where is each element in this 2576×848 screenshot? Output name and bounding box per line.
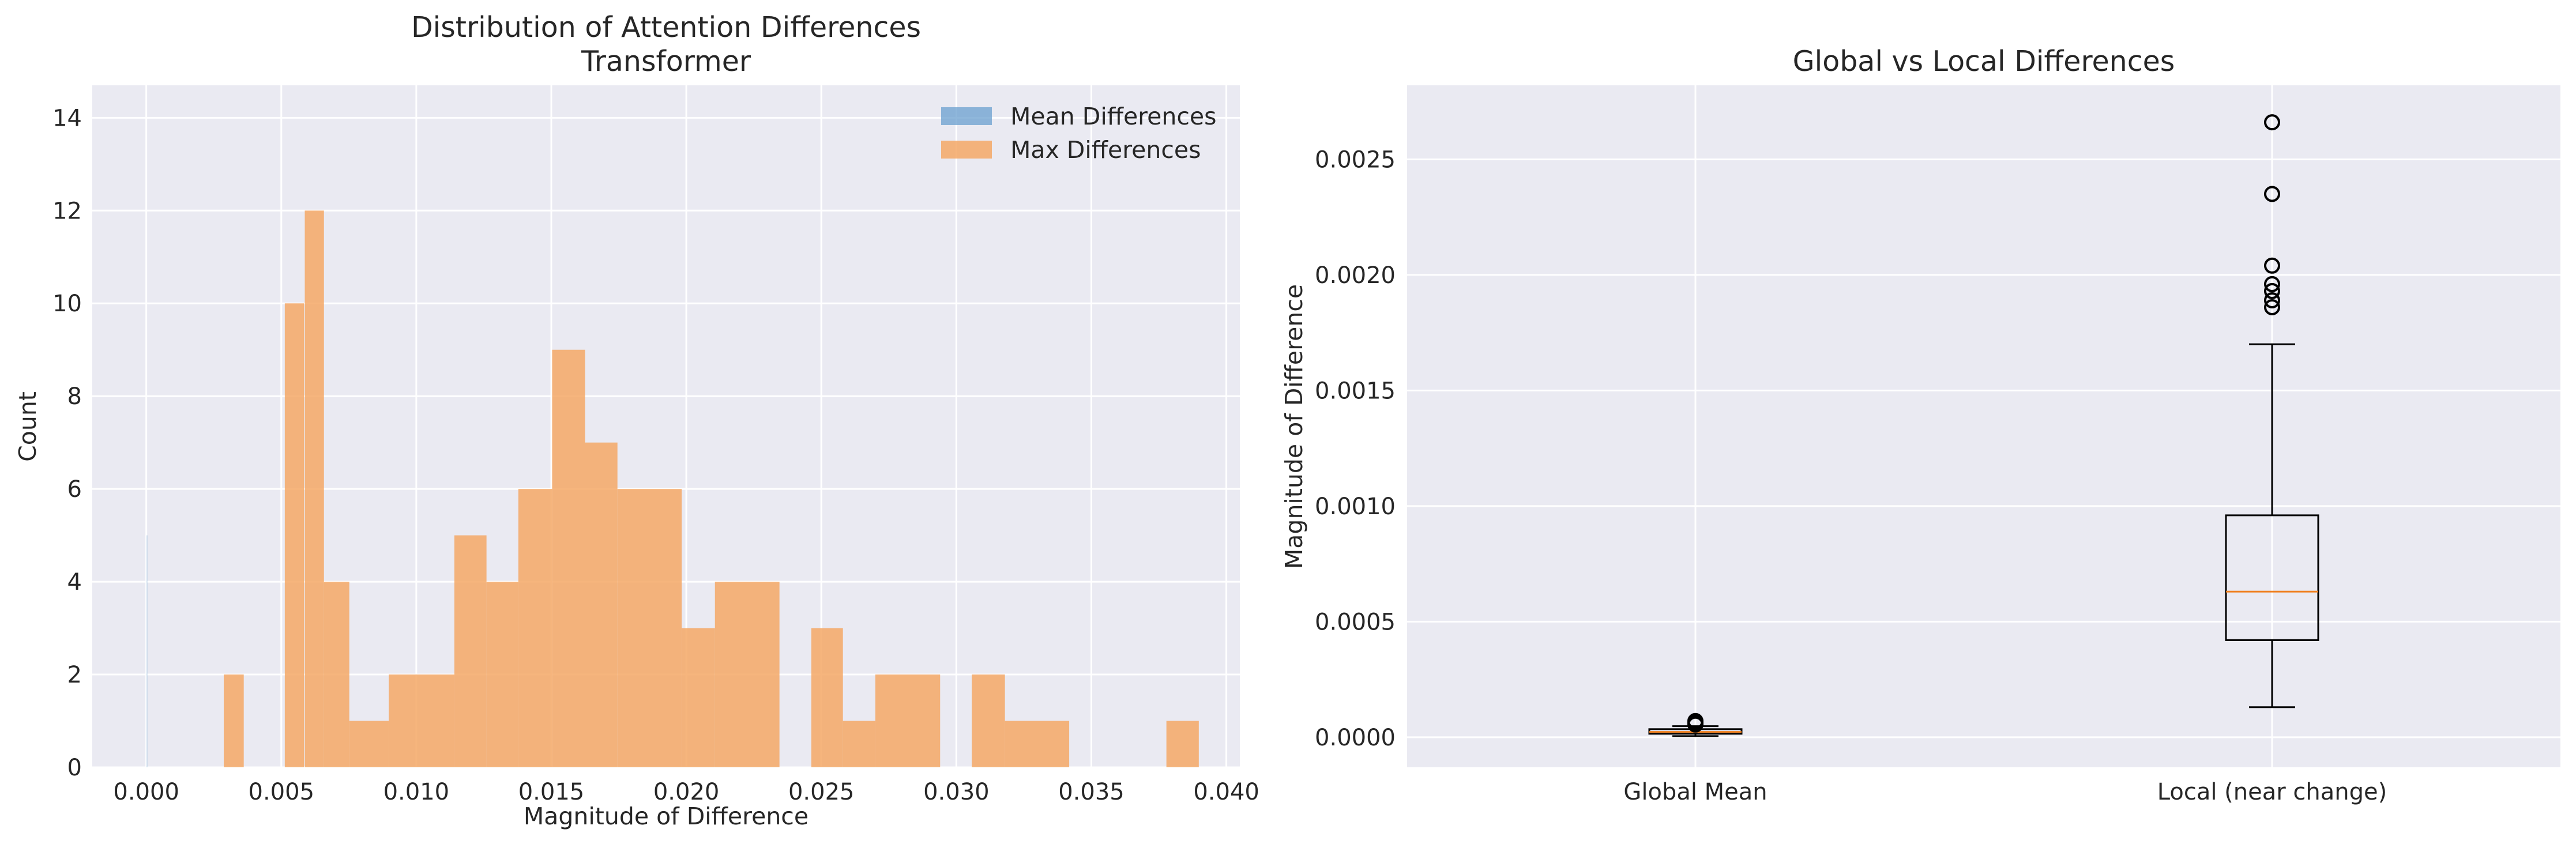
outlier-point (2264, 276, 2280, 292)
y-tick-label: 12 (52, 198, 82, 224)
legend-label-max: Max Differences (1010, 136, 1201, 164)
histogram-panel: 0.000 0.005 0.010 0.015 0.020 0.025 0.030 0.035… (14, 11, 1259, 830)
histogram-x-axis-label: Magnitude of Difference (524, 802, 808, 830)
y-tick-label: 4 (67, 569, 82, 596)
histogram-title-line-1: Distribution of Attention Differences (411, 11, 921, 44)
histogram-legend: Mean Differences Max Differences (941, 103, 1216, 164)
histogram-bar-max (224, 674, 244, 767)
histogram-bar-max (875, 674, 941, 767)
histogram-bar-max (552, 349, 585, 767)
box-local-near-change (2225, 114, 2319, 708)
histogram-bar-max (1005, 721, 1070, 767)
histogram-bar-max (1166, 721, 1199, 767)
y-tick-label: 0.0000 (1315, 725, 1396, 751)
outlier-point (2264, 114, 2280, 131)
x-tick-label: 0.025 (788, 779, 855, 805)
histogram-bar-max (714, 582, 780, 767)
boxplot-title: Global vs Local Differences (1793, 45, 2175, 78)
y-tick-label: 10 (52, 291, 82, 317)
histogram-bar-mean (146, 535, 148, 767)
y-tick-label: 0.0015 (1315, 378, 1396, 404)
histogram-title-line-2: Transformer (581, 45, 751, 78)
x-tick-label: 0.015 (518, 779, 585, 805)
x-tick-label: 0.010 (383, 779, 450, 805)
histogram-bar-max (682, 628, 715, 767)
y-tick-label: 0 (67, 755, 82, 781)
histogram-bar-max (843, 721, 875, 767)
boxplot-boxes (1648, 114, 2319, 737)
histogram-bar-max (389, 674, 454, 767)
boxplot-y-ticks: 0.0000 0.0005 0.0010 0.0015 0.0020 0.0025 (1315, 146, 1396, 751)
x-tick-label: 0.020 (653, 779, 720, 805)
histogram-bar-max (454, 535, 487, 767)
histogram-bars (146, 210, 1199, 767)
x-tick-label: 0.000 (113, 779, 179, 805)
histogram-bar-max (972, 674, 1005, 767)
y-tick-label: 14 (52, 105, 82, 131)
histogram-y-axis-label: Count (14, 391, 42, 462)
y-tick-label: 0.0010 (1315, 493, 1396, 520)
outlier-point (2264, 282, 2280, 299)
histogram-bar-max (349, 721, 389, 767)
histogram-bar-max (585, 442, 618, 767)
histogram-bar-max (284, 303, 304, 767)
histogram-bar-max (518, 489, 552, 767)
boxplot-panel: 0.0000 0.0005 0.0010 0.0015 0.0020 0.0025 Glo… (1280, 45, 2560, 805)
boxplot-x-ticks: Global Mean Local (near change) (1623, 779, 2387, 805)
legend-swatch-max (941, 141, 992, 159)
y-tick-label: 2 (67, 662, 82, 688)
outlier-point (1687, 713, 1703, 729)
box-iqr (2225, 514, 2319, 641)
y-tick-label: 8 (67, 383, 82, 410)
x-tick-label: 0.030 (923, 779, 990, 805)
x-tick-label: 0.040 (1193, 779, 1259, 805)
x-tick-label: 0.035 (1058, 779, 1125, 805)
boxplot-plot-area (1407, 85, 2560, 767)
legend-label-mean: Mean Differences (1010, 103, 1216, 130)
outlier-point (2264, 299, 2280, 315)
y-tick-label: 0.0005 (1315, 609, 1396, 635)
outlier-point (2264, 292, 2280, 308)
histogram-bar-max (304, 210, 324, 767)
outlier-point (2264, 257, 2280, 274)
boxplot-grid (1407, 85, 2560, 767)
y-tick-label: 0.0020 (1315, 262, 1396, 289)
legend-swatch-mean (941, 107, 992, 125)
y-tick-label: 6 (67, 476, 82, 503)
x-tick-label: 0.005 (249, 779, 315, 805)
x-tick-label: Global Mean (1623, 779, 1767, 805)
histogram-x-ticks: 0.000 0.005 0.010 0.015 0.020 0.025 0.030 0.035… (113, 779, 1259, 805)
y-tick-label: 0.0025 (1315, 146, 1396, 173)
histogram-bar-max (617, 489, 682, 767)
boxplot-y-axis-label: Magnitude of Difference (1280, 284, 1308, 569)
histogram-bar-max (324, 582, 349, 767)
x-tick-label: Local (near change) (2157, 779, 2387, 805)
histogram-y-ticks: 0 2 4 6 8 10 12 14 (52, 105, 82, 781)
histogram-bar-max (486, 582, 518, 767)
box-global-mean (1648, 713, 1743, 737)
histogram-bar-max (811, 628, 843, 767)
outlier-point (2264, 186, 2280, 202)
